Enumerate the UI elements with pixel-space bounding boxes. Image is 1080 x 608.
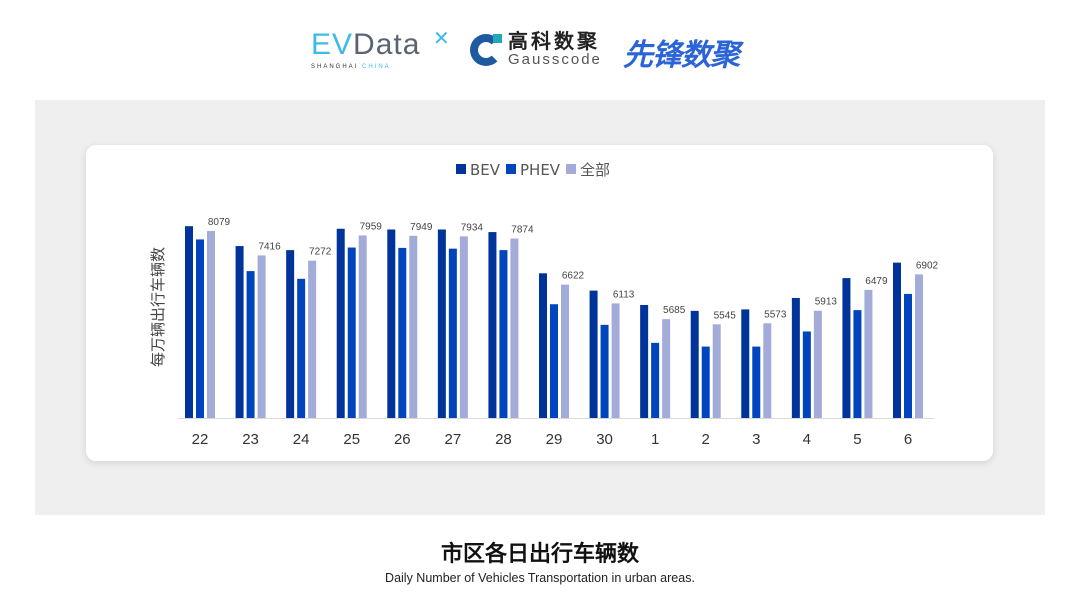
- bar-全部-29: [561, 284, 569, 418]
- bar-全部-27: [459, 236, 468, 418]
- x-tick-label: 30: [596, 431, 613, 448]
- bar-PHEV-26: [398, 247, 407, 418]
- x-tick-label: 27: [445, 431, 462, 448]
- x-tick-label: 28: [495, 431, 512, 448]
- bar-BEV-6: [893, 262, 901, 418]
- data-label: 7949: [410, 222, 433, 233]
- x-tick-label: 5: [853, 431, 861, 448]
- bar-PHEV-27: [448, 248, 457, 418]
- data-label: 7959: [360, 221, 383, 232]
- bar-PHEV-23: [246, 271, 255, 418]
- bar-PHEV-2: [701, 346, 710, 418]
- data-labels: 8079 7416 7272 7959 7949 7934 7874 6622 6113 5685…: [208, 217, 939, 321]
- x-tick-label: 3: [752, 431, 760, 448]
- data-label: 5685: [663, 305, 686, 316]
- data-label: 5545: [714, 310, 737, 321]
- legend-label: PHEV: [520, 161, 561, 179]
- bar-全部-26: [409, 235, 418, 418]
- bar-BEV-25: [336, 228, 345, 418]
- bar-PHEV-6: [904, 293, 912, 418]
- legend: BEV PHEV 全部: [456, 161, 610, 179]
- legend-label: BEV: [470, 161, 501, 179]
- bar-BEV-28: [488, 232, 497, 418]
- xianfeng-logo: 先锋数聚: [623, 39, 740, 72]
- legend-swatch-全部: [566, 164, 576, 174]
- data-label: 5913: [815, 297, 838, 308]
- data-label: 5573: [764, 309, 787, 320]
- data-label: 6479: [865, 276, 888, 287]
- bar-PHEV-3: [752, 346, 761, 418]
- bar-PHEV-29: [550, 304, 558, 418]
- data-label: 6902: [916, 260, 939, 271]
- bar-全部-22: [207, 231, 215, 418]
- x-tick-label: 26: [394, 431, 411, 448]
- bar-BEV-24: [286, 250, 295, 418]
- gausscode-mark-icon: [470, 34, 502, 66]
- bar-BEV-27: [437, 229, 446, 418]
- legend-swatch-PHEV: [506, 164, 516, 174]
- bar-BEV-22: [185, 226, 193, 418]
- bar-BEV-23: [235, 246, 244, 418]
- x-tick-label: 4: [803, 431, 811, 448]
- x-tick-label: 25: [343, 431, 360, 448]
- gausscode-logo: 高科数聚 Gausscode: [470, 32, 602, 68]
- bar-全部-4: [813, 310, 822, 418]
- x-tick-label: 6: [904, 431, 912, 448]
- data-label: 7416: [258, 241, 281, 252]
- x-tick-labels: 22 23 24 25 26 27 28 29 30 1 2 3 4 5 6: [192, 431, 913, 448]
- bar-PHEV-1: [651, 342, 660, 418]
- data-label: 7934: [461, 222, 484, 233]
- bar-PHEV-5: [853, 310, 862, 418]
- x-tick-label: 22: [192, 431, 209, 448]
- legend-label: 全部: [580, 161, 610, 179]
- bar-全部-2: [712, 324, 721, 418]
- bar-全部-24: [308, 260, 317, 418]
- logo-bar: EVData ✕ SHANGHAI CHINA 高科数聚 Gausscode 先…: [0, 26, 1080, 76]
- x-tick-label: 24: [293, 431, 310, 448]
- bar-BEV-3: [741, 309, 750, 418]
- bar-全部-1: [662, 319, 671, 418]
- bar-PHEV-4: [802, 331, 811, 418]
- bar-全部-3: [763, 323, 772, 418]
- evdata-logo: EVData ✕ SHANGHAI CHINA: [311, 28, 450, 70]
- caption-title: 市区各日出行车辆数: [440, 541, 639, 566]
- bar-BEV-30: [589, 290, 598, 418]
- data-label: 6113: [613, 289, 635, 300]
- bar-全部-6: [915, 274, 923, 418]
- bars: [185, 226, 923, 418]
- data-label: 8079: [208, 217, 231, 228]
- bar-BEV-1: [640, 304, 649, 418]
- bar-BEV-2: [690, 310, 699, 418]
- caption-subtitle: Daily Number of Vehicles Transportation …: [385, 571, 695, 585]
- bar-全部-30: [611, 303, 620, 418]
- bar-BEV-4: [791, 297, 800, 418]
- x-tick-label: 29: [546, 431, 563, 448]
- x-tick-label: 1: [651, 431, 659, 448]
- bar-BEV-5: [842, 278, 851, 418]
- bar-全部-5: [864, 289, 873, 418]
- bar-BEV-26: [387, 229, 396, 418]
- bar-全部-25: [358, 235, 367, 418]
- data-label: 7272: [309, 247, 332, 258]
- bar-PHEV-24: [297, 278, 306, 418]
- bar-全部-23: [257, 255, 266, 418]
- x-mark-icon: ✕: [433, 28, 450, 50]
- bar-PHEV-22: [196, 239, 204, 418]
- data-label: 6622: [562, 271, 585, 282]
- bar-PHEV-30: [600, 324, 609, 418]
- data-label: 7874: [511, 225, 534, 236]
- bar-PHEV-28: [499, 250, 508, 418]
- x-tick-label: 2: [702, 431, 710, 448]
- bar-BEV-29: [539, 273, 547, 418]
- y-axis-label: 每万辆出行车辆数: [149, 247, 167, 367]
- x-tick-label: 23: [242, 431, 259, 448]
- legend-swatch-BEV: [456, 164, 466, 174]
- bar-全部-28: [510, 238, 519, 418]
- bar-PHEV-25: [347, 247, 356, 418]
